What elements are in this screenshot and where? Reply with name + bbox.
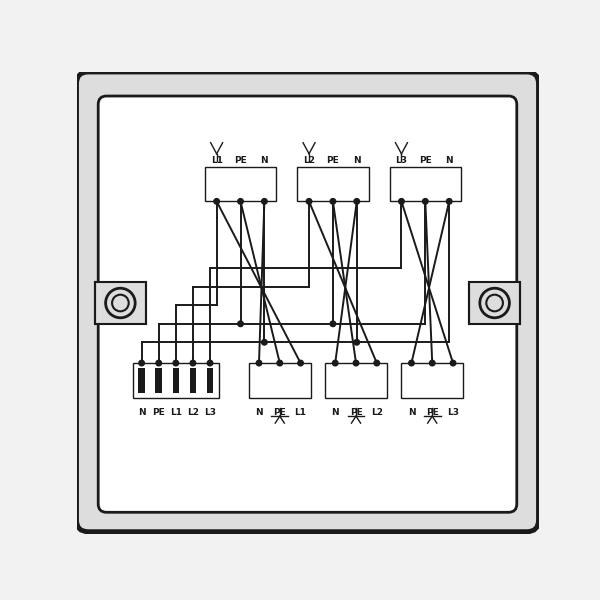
Bar xyxy=(173,368,179,393)
Circle shape xyxy=(277,360,283,366)
Circle shape xyxy=(207,360,213,366)
Circle shape xyxy=(398,199,404,204)
Circle shape xyxy=(409,360,414,366)
Bar xyxy=(190,368,196,393)
Text: L3: L3 xyxy=(204,408,216,417)
Circle shape xyxy=(353,360,359,366)
Text: N: N xyxy=(407,408,415,417)
Circle shape xyxy=(446,199,452,204)
Text: PE: PE xyxy=(350,408,362,417)
Circle shape xyxy=(332,360,338,366)
Text: PE: PE xyxy=(234,156,247,165)
Circle shape xyxy=(190,360,196,366)
Circle shape xyxy=(422,199,428,204)
Text: N: N xyxy=(331,408,339,417)
Text: L3: L3 xyxy=(447,408,459,417)
Circle shape xyxy=(330,199,335,204)
Text: PE: PE xyxy=(152,408,165,417)
Circle shape xyxy=(430,360,435,366)
Bar xyxy=(325,363,387,398)
Text: L2: L2 xyxy=(187,408,199,417)
Text: L1: L1 xyxy=(170,408,182,417)
Bar xyxy=(205,167,277,202)
Circle shape xyxy=(450,360,456,366)
Text: PE: PE xyxy=(274,408,286,417)
Bar xyxy=(95,282,146,324)
Circle shape xyxy=(374,360,380,366)
Text: L3: L3 xyxy=(395,156,407,165)
Bar xyxy=(139,368,145,393)
Circle shape xyxy=(354,340,359,345)
Bar xyxy=(389,167,461,202)
Circle shape xyxy=(330,321,335,326)
Text: N: N xyxy=(445,156,453,165)
Circle shape xyxy=(238,321,243,326)
Circle shape xyxy=(262,340,267,345)
Bar xyxy=(207,368,213,393)
Circle shape xyxy=(156,360,161,366)
Text: L2: L2 xyxy=(371,408,383,417)
Circle shape xyxy=(139,360,145,366)
Text: PE: PE xyxy=(419,156,431,165)
Text: N: N xyxy=(353,156,361,165)
Circle shape xyxy=(306,199,312,204)
Circle shape xyxy=(262,199,267,204)
Circle shape xyxy=(354,199,359,204)
Bar xyxy=(155,368,162,393)
Text: L1: L1 xyxy=(211,156,223,165)
Bar xyxy=(401,363,463,398)
Circle shape xyxy=(238,199,243,204)
Text: PE: PE xyxy=(426,408,439,417)
Text: PE: PE xyxy=(326,156,339,165)
Circle shape xyxy=(173,360,179,366)
Bar xyxy=(248,363,311,398)
Text: N: N xyxy=(138,408,145,417)
Text: L1: L1 xyxy=(295,408,307,417)
Bar xyxy=(133,363,218,398)
Circle shape xyxy=(214,199,220,204)
Circle shape xyxy=(298,360,304,366)
Bar xyxy=(469,282,520,324)
FancyBboxPatch shape xyxy=(98,96,517,512)
Text: L2: L2 xyxy=(303,156,315,165)
Bar xyxy=(297,167,369,202)
Text: N: N xyxy=(260,156,268,165)
Text: N: N xyxy=(255,408,263,417)
FancyBboxPatch shape xyxy=(77,72,539,532)
Circle shape xyxy=(256,360,262,366)
